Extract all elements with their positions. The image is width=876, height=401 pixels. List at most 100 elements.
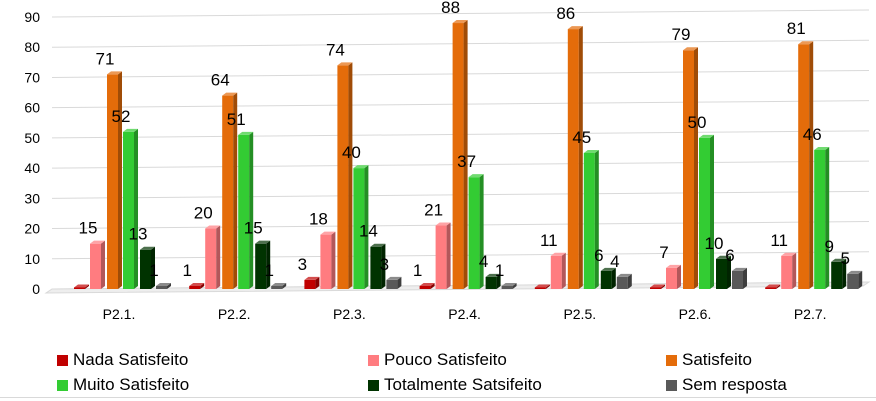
data-label: 6 bbox=[594, 246, 603, 265]
data-label: 88 bbox=[441, 0, 460, 17]
bar-2-2 bbox=[205, 225, 221, 289]
bar-1-4 bbox=[419, 282, 435, 289]
x-category-label: P2.4. bbox=[448, 306, 481, 322]
y-tick-label: 20 bbox=[24, 221, 40, 237]
data-label: 81 bbox=[787, 19, 806, 38]
x-axis-labels: P2.1. P2.2. P2.3. P2.4. P2.5. P2.6. P2.7. bbox=[103, 306, 827, 322]
bar-4-3 bbox=[353, 165, 369, 289]
x-category-label: P2.6. bbox=[679, 306, 712, 322]
data-label: 40 bbox=[342, 143, 361, 162]
bar-3-1 bbox=[107, 71, 122, 289]
legend-item: Nada Satisfeito bbox=[57, 350, 188, 370]
legend-swatch bbox=[666, 379, 677, 391]
data-label: 18 bbox=[309, 210, 328, 229]
data-label: 1 bbox=[413, 261, 422, 280]
bar-4-4 bbox=[468, 174, 484, 289]
legend-label: Satisfeito bbox=[682, 350, 752, 369]
bar-1-2 bbox=[189, 282, 205, 289]
y-tick-label: 70 bbox=[24, 69, 40, 85]
data-label: 71 bbox=[96, 49, 115, 68]
gridline bbox=[51, 9, 870, 18]
legend-swatch bbox=[57, 354, 68, 366]
data-label: 3 bbox=[380, 255, 389, 274]
bar-4-6 bbox=[699, 134, 714, 289]
data-label: 51 bbox=[227, 110, 246, 129]
bar-6-1 bbox=[156, 282, 171, 289]
legend-item: Muito Satisfeito bbox=[57, 375, 189, 395]
data-label: 5 bbox=[840, 249, 849, 268]
data-label: 15 bbox=[79, 219, 98, 238]
data-label: 37 bbox=[457, 152, 476, 171]
bar-5-4 bbox=[485, 273, 501, 289]
bar-1-6 bbox=[650, 284, 665, 289]
bar-2-7 bbox=[781, 252, 797, 289]
y-tick-label: 50 bbox=[24, 130, 40, 146]
bar-4-2 bbox=[238, 131, 254, 289]
legend-swatch bbox=[368, 354, 379, 366]
bar-4-5 bbox=[583, 150, 599, 289]
bar-5-7 bbox=[831, 258, 847, 289]
data-label: 15 bbox=[244, 219, 263, 238]
bar-3-6 bbox=[683, 47, 698, 289]
legend-label: Sem resposta bbox=[682, 375, 787, 394]
data-label: 1 bbox=[182, 261, 191, 280]
data-label: 46 bbox=[803, 125, 822, 144]
data-label: 6 bbox=[725, 246, 734, 265]
legend-item: Totalmente Satsifeito bbox=[368, 375, 542, 395]
bar-6-3 bbox=[386, 276, 402, 289]
data-label: 11 bbox=[770, 231, 788, 250]
y-tick-label: 10 bbox=[24, 251, 40, 267]
bar-6-4 bbox=[501, 282, 517, 289]
y-tick-label: 30 bbox=[24, 190, 40, 206]
data-label: 1 bbox=[149, 261, 158, 280]
bar-5-6 bbox=[716, 255, 731, 289]
legend-item: Satisfeito bbox=[666, 350, 752, 370]
legend-label: Totalmente Satsifeito bbox=[384, 375, 542, 394]
y-tick-label: 80 bbox=[24, 39, 40, 55]
legend-label: Muito Satisfeito bbox=[73, 375, 190, 394]
data-label: 4 bbox=[610, 252, 619, 271]
bar-4-7 bbox=[814, 146, 830, 289]
bar-6-6 bbox=[732, 267, 747, 289]
bar-3-5 bbox=[567, 26, 583, 289]
data-label: 74 bbox=[326, 40, 345, 59]
bar-2-4 bbox=[435, 222, 451, 289]
legend-item: Sem resposta bbox=[666, 375, 787, 395]
x-category-label: P2.5. bbox=[563, 306, 596, 322]
data-label: 13 bbox=[129, 225, 148, 244]
x-category-label: P2.3. bbox=[333, 306, 366, 322]
data-label: 1 bbox=[495, 261, 504, 280]
bar-3-4 bbox=[452, 20, 468, 290]
bar-2-5 bbox=[550, 252, 566, 289]
data-label: 14 bbox=[359, 222, 378, 241]
y-tick-label: 60 bbox=[24, 100, 40, 116]
bars bbox=[74, 20, 863, 290]
data-label: 3 bbox=[298, 255, 307, 274]
bar-1-3 bbox=[304, 276, 320, 289]
bar-1-7 bbox=[765, 284, 781, 289]
bar-1-1 bbox=[74, 284, 89, 289]
data-label: 79 bbox=[672, 25, 691, 44]
data-label: 1 bbox=[264, 261, 273, 280]
legend-swatch bbox=[57, 379, 68, 391]
y-tick-label: 90 bbox=[24, 9, 40, 25]
legend-swatch bbox=[368, 379, 379, 391]
bar-6-5 bbox=[616, 273, 632, 289]
bar-6-2 bbox=[271, 282, 287, 289]
bar-5-3 bbox=[370, 243, 386, 289]
data-label: 4 bbox=[479, 252, 488, 271]
data-label: 10 bbox=[705, 234, 724, 253]
data-label: 21 bbox=[424, 201, 443, 220]
y-tick-label: 40 bbox=[24, 160, 40, 176]
bar-3-2 bbox=[222, 92, 238, 289]
data-label: 7 bbox=[659, 243, 668, 262]
legend-item: Pouco Satisfeito bbox=[368, 350, 507, 370]
legend-label: Pouco Satisfeito bbox=[384, 350, 507, 369]
data-label: 9 bbox=[824, 237, 833, 256]
y-tick-label: 0 bbox=[32, 281, 40, 297]
legend-label: Nada Satisfeito bbox=[73, 350, 189, 369]
bar-2-6 bbox=[666, 264, 681, 289]
bar-6-7 bbox=[847, 270, 863, 289]
